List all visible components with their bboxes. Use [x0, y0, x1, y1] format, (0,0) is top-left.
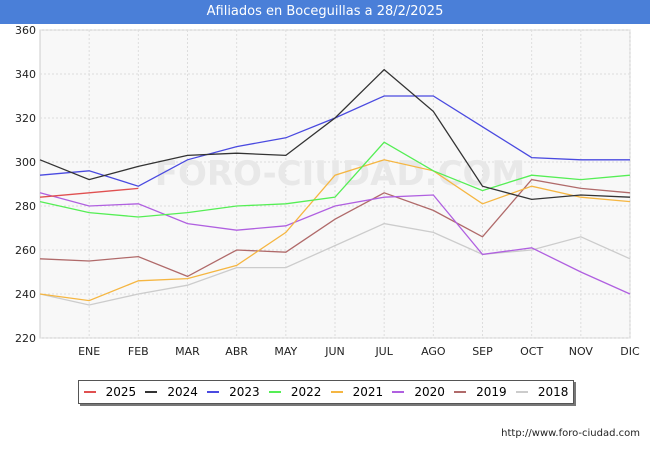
- legend-label: 2022: [290, 385, 322, 399]
- legend-label: 2020: [414, 385, 445, 399]
- x-tick-label: SEP: [472, 345, 493, 358]
- legend-swatch: [83, 391, 96, 393]
- legend-swatch: [454, 391, 467, 393]
- x-tick-label: MAY: [274, 345, 297, 358]
- legend-swatch: [268, 391, 281, 393]
- x-tick-label: NOV: [569, 345, 594, 358]
- x-tick-label: JUL: [374, 345, 393, 358]
- series-line-2021: [39, 159, 631, 302]
- y-tick-label: 360: [15, 24, 36, 37]
- legend-swatch: [145, 391, 158, 393]
- x-tick-label: MAR: [175, 345, 200, 358]
- legend-item-2018: 2018: [515, 385, 569, 399]
- x-tick-label: ABR: [225, 345, 248, 358]
- legend-item-2023: 2023: [207, 385, 260, 399]
- x-tick-label: FEB: [128, 345, 149, 358]
- x-tick-label: ENE: [78, 345, 100, 358]
- legend-item-2021: 2021: [330, 385, 384, 399]
- legend-label: 2024: [167, 385, 198, 399]
- legend-item-2022: 2022: [268, 385, 322, 399]
- legend-label: 2025: [105, 385, 137, 399]
- x-tick-label: OCT: [520, 345, 543, 358]
- series-line-2019: [39, 178, 631, 278]
- legend-label: 2023: [229, 385, 260, 399]
- x-tick-label: DIC: [620, 345, 640, 358]
- legend-label: 2018: [537, 385, 569, 399]
- series-line-2024: [39, 68, 631, 201]
- legend-item-2024: 2024: [145, 385, 198, 399]
- legend-swatch: [392, 391, 405, 393]
- y-tick-label: 320: [15, 112, 36, 125]
- x-tick-label: JUN: [324, 345, 345, 358]
- series-line-2018: [39, 222, 631, 306]
- chart-title: Afiliados en Boceguillas a 28/2/2025: [0, 0, 650, 24]
- y-tick-label: 280: [15, 200, 36, 213]
- x-tick-label: AGO: [421, 345, 446, 358]
- legend-swatch: [330, 391, 343, 393]
- legend-item-2020: 2020: [392, 385, 445, 399]
- footer-url: http://www.foro-ciudad.com: [501, 428, 640, 439]
- series-line-2022: [39, 141, 631, 218]
- series-line-2025: [39, 187, 139, 198]
- y-tick-label: 260: [15, 244, 36, 257]
- legend-label: 2019: [476, 385, 507, 399]
- series-line-2020: [39, 192, 631, 295]
- y-tick-label: 240: [15, 288, 36, 301]
- y-tick-label: 300: [15, 156, 36, 169]
- legend-label: 2021: [352, 385, 384, 399]
- legend-swatch: [515, 391, 528, 393]
- y-tick-label: 220: [15, 332, 36, 345]
- legend-item-2025: 2025: [83, 385, 137, 399]
- legend-swatch: [207, 391, 220, 393]
- legend-item-2019: 2019: [454, 385, 507, 399]
- legend: 2025 2024 2023 2022 2021 2020 2019 2018: [78, 380, 574, 404]
- y-tick-label: 340: [15, 68, 36, 81]
